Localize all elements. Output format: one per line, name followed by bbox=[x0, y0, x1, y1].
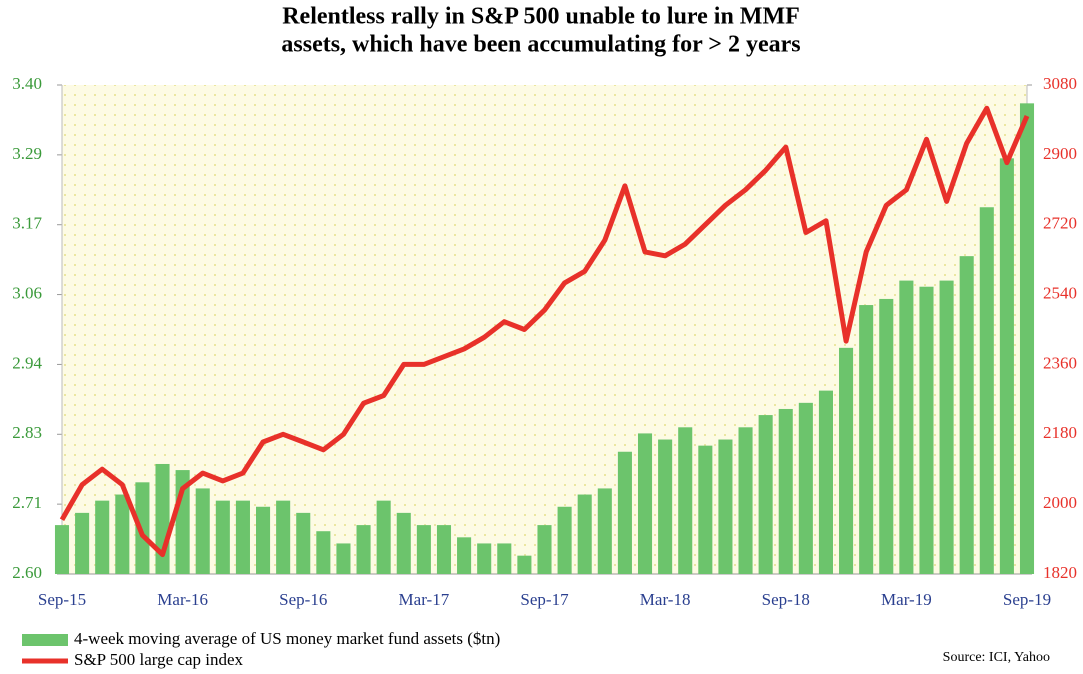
bar bbox=[798, 402, 813, 574]
source: Source: ICI, Yahoo bbox=[943, 650, 1050, 665]
y2-tick-label: 2180 bbox=[1043, 423, 1077, 442]
y2-tick-label: 2360 bbox=[1043, 353, 1077, 372]
y-tick-label: 2.83 bbox=[12, 423, 42, 442]
x-tick-label: Sep-16 bbox=[279, 590, 327, 609]
bar bbox=[54, 525, 70, 574]
bar bbox=[396, 512, 411, 574]
bar bbox=[416, 525, 431, 574]
bar bbox=[738, 427, 753, 574]
bar bbox=[1019, 103, 1035, 575]
y2-tick-label: 1820 bbox=[1043, 563, 1077, 582]
bar bbox=[959, 256, 974, 574]
bar bbox=[316, 531, 331, 574]
bar bbox=[698, 445, 713, 574]
chart-title: assets, which have been accumulating for… bbox=[281, 32, 800, 58]
bar bbox=[376, 500, 391, 574]
x-tick-label: Mar-19 bbox=[881, 590, 932, 609]
bar bbox=[919, 286, 934, 574]
bar bbox=[979, 207, 994, 574]
bar bbox=[597, 488, 612, 574]
bar bbox=[678, 427, 693, 574]
bar bbox=[195, 488, 210, 574]
bar bbox=[758, 415, 773, 574]
bar bbox=[115, 494, 130, 574]
y2-tick-label: 3080 bbox=[1043, 74, 1077, 93]
bar bbox=[95, 500, 110, 574]
x-tick-label: Mar-18 bbox=[640, 590, 691, 609]
y-tick-label: 3.40 bbox=[12, 74, 42, 93]
bar bbox=[336, 543, 351, 574]
bar bbox=[296, 512, 311, 574]
y-tick-label: 2.94 bbox=[12, 353, 42, 372]
bar bbox=[235, 500, 250, 574]
bar bbox=[537, 525, 552, 574]
legend-label: S&P 500 large cap index bbox=[74, 650, 244, 669]
bar bbox=[557, 506, 572, 574]
bar bbox=[859, 305, 874, 574]
y-tick-label: 3.29 bbox=[12, 144, 42, 163]
bar bbox=[517, 555, 532, 574]
x-tick-label: Sep-15 bbox=[38, 590, 86, 609]
legend-label: 4-week moving average of US money market… bbox=[74, 629, 500, 648]
line bbox=[59, 105, 1030, 558]
bar bbox=[879, 298, 894, 574]
bar bbox=[497, 543, 512, 574]
bar bbox=[577, 494, 592, 574]
bar bbox=[215, 500, 230, 574]
bar bbox=[718, 439, 733, 574]
chart-title: Relentless rally in S&P 500 unable to lu… bbox=[282, 4, 800, 30]
y-tick-label: 3.06 bbox=[12, 283, 42, 302]
y2-tick-label: 2720 bbox=[1043, 214, 1077, 233]
bar bbox=[256, 506, 271, 574]
y-tick-label: 2.60 bbox=[12, 563, 42, 582]
bar bbox=[356, 525, 371, 574]
bar bbox=[778, 408, 793, 574]
bar bbox=[839, 347, 854, 574]
x-tick-label: Sep-19 bbox=[1003, 590, 1051, 609]
bar bbox=[637, 433, 653, 574]
x-tick-label: Sep-18 bbox=[762, 590, 810, 609]
bar bbox=[155, 463, 170, 574]
bar bbox=[477, 543, 492, 574]
bar bbox=[276, 500, 291, 574]
bar bbox=[818, 390, 833, 574]
bar bbox=[658, 439, 673, 574]
y-tick-label: 3.17 bbox=[12, 214, 42, 233]
bar bbox=[617, 451, 632, 574]
bar bbox=[135, 482, 150, 574]
x-tick-label: Sep-17 bbox=[520, 590, 569, 609]
bar bbox=[457, 537, 472, 574]
bar bbox=[75, 512, 90, 574]
y-tick-label: 2.71 bbox=[12, 493, 42, 512]
legend-swatch bbox=[22, 634, 68, 646]
y2-tick-label: 2900 bbox=[1043, 144, 1077, 163]
x-tick-label: Mar-17 bbox=[399, 590, 450, 609]
y2-tick-label: 2000 bbox=[1043, 493, 1077, 512]
x-tick-label: Mar-16 bbox=[157, 590, 208, 609]
y2-tick-label: 2540 bbox=[1043, 283, 1077, 302]
bar bbox=[999, 158, 1014, 574]
bar bbox=[939, 280, 954, 574]
bar bbox=[436, 525, 452, 574]
bar bbox=[899, 280, 914, 574]
